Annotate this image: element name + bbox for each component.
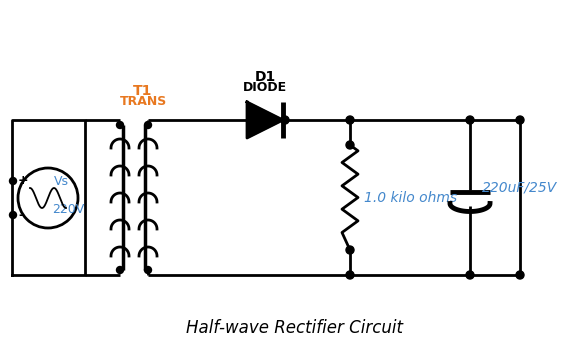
Text: Vs: Vs (54, 175, 69, 188)
Text: +: + (18, 174, 29, 187)
Polygon shape (247, 102, 283, 138)
Text: D1: D1 (254, 70, 276, 84)
Circle shape (346, 246, 354, 254)
Circle shape (346, 271, 354, 279)
Circle shape (346, 141, 354, 149)
Circle shape (9, 177, 17, 184)
Circle shape (144, 121, 151, 128)
Text: 1.0 kilo ohms: 1.0 kilo ohms (364, 190, 457, 204)
Circle shape (9, 211, 17, 218)
Circle shape (466, 271, 474, 279)
Circle shape (346, 116, 354, 124)
Text: Half-wave Rectifier Circuit: Half-wave Rectifier Circuit (187, 319, 403, 337)
Circle shape (117, 121, 124, 128)
Circle shape (516, 271, 524, 279)
Text: DIODE: DIODE (243, 81, 287, 94)
Circle shape (117, 266, 124, 273)
Text: TRANS: TRANS (120, 95, 166, 108)
Text: T1: T1 (134, 84, 153, 98)
Circle shape (516, 116, 524, 124)
Circle shape (144, 266, 151, 273)
Text: 220V: 220V (52, 203, 84, 216)
Text: -: - (18, 210, 23, 223)
Text: 220uF/25V: 220uF/25V (482, 181, 557, 195)
Circle shape (281, 116, 289, 124)
Circle shape (466, 116, 474, 124)
